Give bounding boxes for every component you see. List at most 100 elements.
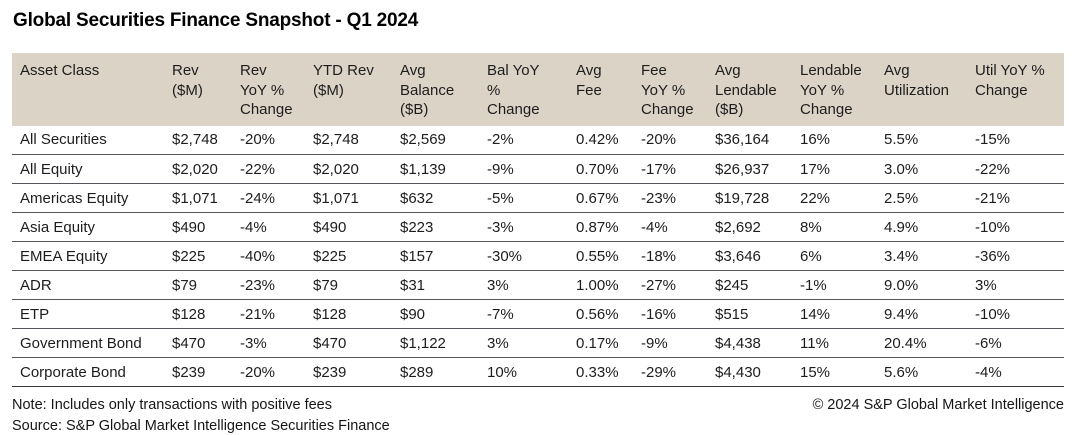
column-header: Avg Balance ($B) — [392, 53, 479, 126]
copyright-text: © 2024 S&P Global Market Intelligence — [812, 397, 1064, 413]
value-cell: 8% — [792, 212, 876, 242]
table-row: Asia Equity $490 -4% $490 $223 -3% 0.87% -4% $2,… — [12, 212, 1064, 242]
value-cell: $79 — [164, 270, 232, 300]
value-cell: -6% — [967, 328, 1064, 358]
column-header: Bal YoY % Change — [479, 53, 568, 126]
value-cell: -9% — [633, 328, 707, 358]
value-cell: -27% — [633, 270, 707, 300]
column-header: Lendable YoY % Change — [792, 53, 876, 126]
page-title: Global Securities Finance Snapshot - Q1 … — [13, 10, 419, 31]
value-cell: -22% — [232, 154, 305, 184]
value-cell: $2,748 — [164, 125, 232, 155]
value-cell: 0.87% — [568, 212, 633, 242]
source-text: Source: S&P Global Market Intelligence S… — [12, 418, 390, 435]
value-cell: 4.9% — [876, 212, 967, 242]
value-cell: -15% — [967, 125, 1064, 155]
value-cell: $225 — [305, 241, 392, 271]
value-cell: 0.17% — [568, 328, 633, 358]
value-cell: -7% — [479, 299, 568, 329]
value-cell: $1,071 — [164, 183, 232, 213]
value-cell: -30% — [479, 241, 568, 271]
value-cell: $223 — [392, 212, 479, 242]
value-cell: -3% — [479, 212, 568, 242]
value-cell: 9.0% — [876, 270, 967, 300]
value-cell: 0.67% — [568, 183, 633, 213]
column-header: Util YoY % Change — [967, 53, 1064, 126]
securities-finance-table: Asset Class Rev ($M) Rev YoY % Change YTD R… — [12, 53, 1064, 387]
value-cell: 5.5% — [876, 125, 967, 155]
value-cell: 0.33% — [568, 357, 633, 387]
value-cell: $490 — [164, 212, 232, 242]
value-cell: $1,122 — [392, 328, 479, 358]
value-cell: 17% — [792, 154, 876, 184]
value-cell: $490 — [305, 212, 392, 242]
value-cell: 3% — [479, 328, 568, 358]
value-cell: 9.4% — [876, 299, 967, 329]
value-cell: 3.4% — [876, 241, 967, 271]
value-cell: -21% — [967, 183, 1064, 213]
asset-class-cell: ETP — [12, 299, 164, 329]
value-cell: 6% — [792, 241, 876, 271]
footer-notes: Note: Includes only transactions with po… — [12, 395, 390, 435]
value-cell: -4% — [232, 212, 305, 242]
value-cell: $470 — [305, 328, 392, 358]
table-row: EMEA Equity $225 -40% $225 $157 -30% 0.55% -18%… — [12, 241, 1064, 271]
asset-class-cell: All Securities — [12, 125, 164, 155]
value-cell: -17% — [633, 154, 707, 184]
value-cell: $2,020 — [164, 154, 232, 184]
value-cell: $1,071 — [305, 183, 392, 213]
value-cell: $2,020 — [305, 154, 392, 184]
column-header: Asset Class — [12, 53, 164, 126]
value-cell: $632 — [392, 183, 479, 213]
value-cell: -16% — [633, 299, 707, 329]
column-header: Avg Fee — [568, 53, 633, 126]
value-cell: $1,139 — [392, 154, 479, 184]
value-cell: 16% — [792, 125, 876, 155]
value-cell: -20% — [633, 125, 707, 155]
value-cell: 15% — [792, 357, 876, 387]
value-cell: $19,728 — [707, 183, 792, 213]
value-cell: -21% — [232, 299, 305, 329]
value-cell: -20% — [232, 357, 305, 387]
note-text: Note: Includes only transactions with po… — [12, 397, 332, 413]
value-cell: -3% — [232, 328, 305, 358]
value-cell: -4% — [633, 212, 707, 242]
value-cell: $90 — [392, 299, 479, 329]
value-cell: $245 — [707, 270, 792, 300]
value-cell: 0.42% — [568, 125, 633, 155]
value-cell: -4% — [967, 357, 1064, 387]
value-cell: $4,430 — [707, 357, 792, 387]
table-header-row: Asset Class Rev ($M) Rev YoY % Change YTD R… — [12, 53, 1064, 126]
value-cell: 14% — [792, 299, 876, 329]
column-header: Rev ($M) — [164, 53, 232, 126]
value-cell: $4,438 — [707, 328, 792, 358]
value-cell: $3,646 — [707, 241, 792, 271]
column-header: Avg Lendable ($B) — [707, 53, 792, 126]
value-cell: -5% — [479, 183, 568, 213]
value-cell: 0.70% — [568, 154, 633, 184]
table-row: Government Bond $470 -3% $470 $1,122 3% 0.17% -… — [12, 328, 1064, 358]
value-cell: $36,164 — [707, 125, 792, 155]
value-cell: 22% — [792, 183, 876, 213]
column-header: Rev YoY % Change — [232, 53, 305, 126]
asset-class-cell: Asia Equity — [12, 212, 164, 242]
value-cell: 0.55% — [568, 241, 633, 271]
value-cell: 0.56% — [568, 299, 633, 329]
value-cell: 11% — [792, 328, 876, 358]
value-cell: -1% — [792, 270, 876, 300]
table-row: All Equity $2,020 -22% $2,020 $1,139 -9% 0.70%… — [12, 154, 1064, 184]
value-cell: -10% — [967, 212, 1064, 242]
value-cell: $2,748 — [305, 125, 392, 155]
value-cell: -23% — [232, 270, 305, 300]
value-cell: $128 — [164, 299, 232, 329]
value-cell: 20.4% — [876, 328, 967, 358]
value-cell: 2.5% — [876, 183, 967, 213]
table-row: ETP $128 -21% $128 $90 -7% 0.56% -16% $515 14% 9.4… — [12, 299, 1064, 329]
value-cell: -18% — [633, 241, 707, 271]
value-cell: $2,569 — [392, 125, 479, 155]
value-cell: 10% — [479, 357, 568, 387]
value-cell: -40% — [232, 241, 305, 271]
value-cell: $239 — [164, 357, 232, 387]
table-row: All Securities $2,748 -20% $2,748 $2,569 -2% 0… — [12, 125, 1064, 155]
